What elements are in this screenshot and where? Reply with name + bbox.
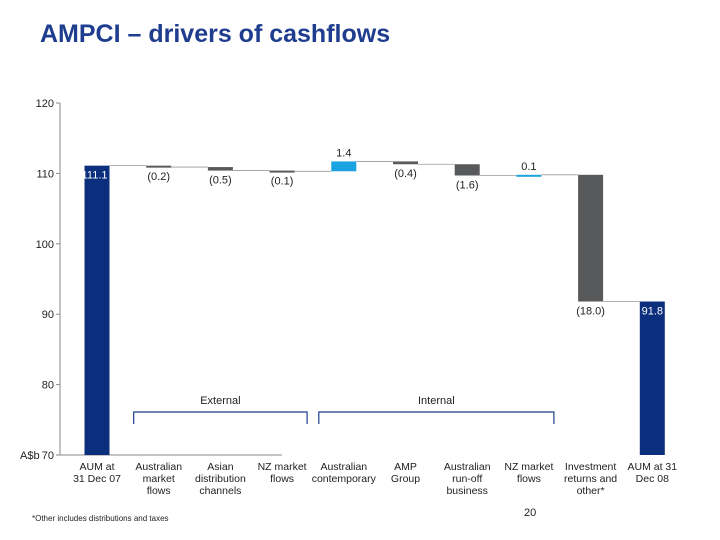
category-label: Australian market flows [135,461,182,497]
y-tick-label: 110 [36,168,54,180]
bar [393,161,418,165]
page-title: AMPCI – drivers of cashflows [40,20,391,48]
category-label-line: AMP [394,461,417,473]
category-label-line: Australian [135,461,182,473]
group-bracket [133,411,308,424]
category-label: Investment returns and other* [564,461,617,497]
footnote: *Other includes distributions and taxes [32,514,169,523]
data-label: 91.8 [642,306,663,318]
category-label-line: flows [270,473,294,485]
category-label-line: Group [391,473,420,485]
bar [84,165,110,455]
bar [207,167,233,171]
data-label: (0.2) [147,171,170,183]
category-label-line: Dec 08 [636,473,669,485]
bar [146,165,172,168]
category-label-line: Asian [207,461,233,473]
category-label-line: distribution [195,473,246,485]
group-label: Internal [418,395,455,407]
bar [454,164,480,176]
category-label-line: run-off [452,473,482,485]
category-label-line: market [143,473,175,485]
category-label: AUM at 31 Dec 07 [73,461,121,485]
category-label-line: Investment [565,461,616,473]
category-label: Australian run-off business [444,461,491,497]
category-label-line: other* [577,485,605,497]
category-label-line: 31 Dec 07 [73,473,121,485]
category-label-line: flows [517,473,541,485]
data-label: (0.1) [271,175,294,187]
category-label-line: NZ market [258,461,307,473]
data-label: 1.4 [336,147,351,159]
group-bracket [318,411,555,424]
bar [269,170,295,173]
category-label: AMP Group [391,461,420,485]
data-label: 111.1 [82,170,108,182]
category-label: Asian distribution channels [195,461,246,497]
y-tick-label: 90 [42,309,54,321]
category-label-line: NZ market [504,461,553,473]
data-label: (1.6) [456,180,479,192]
category-label-line: Australian [444,461,491,473]
page-number: 20 [524,507,537,519]
bar [639,301,665,455]
category-label: NZ market flows [504,461,553,485]
category-label-line: business [446,485,487,497]
y-tick-label: 70 [42,450,54,462]
category-label-line: channels [199,485,241,497]
category-label-line: contemporary [312,473,377,485]
category-label: Australian contemporary [312,461,377,485]
category-label: NZ market flows [258,461,307,485]
category-label-line: flows [147,485,171,497]
data-label: 0.1 [521,161,536,173]
y-tick-label: 100 [36,239,54,251]
category-label: AUM at 31 Dec 08 [627,461,677,485]
y-tick-label: 120 [36,98,54,110]
category-label-line: AUM at 31 [627,461,677,473]
y-axis-unit-label: A$b [20,450,40,462]
bar [578,174,604,302]
group-label: External [200,395,240,407]
category-label-line: Australian [320,461,367,473]
data-label: (0.4) [394,168,417,180]
data-label: (0.5) [209,175,232,187]
bar [331,161,357,172]
bar [516,174,542,177]
category-label-line: returns and [564,473,617,485]
category-label-line: AUM at [79,461,114,473]
data-label: (18.0) [576,306,605,318]
y-tick-label: 80 [42,380,54,392]
